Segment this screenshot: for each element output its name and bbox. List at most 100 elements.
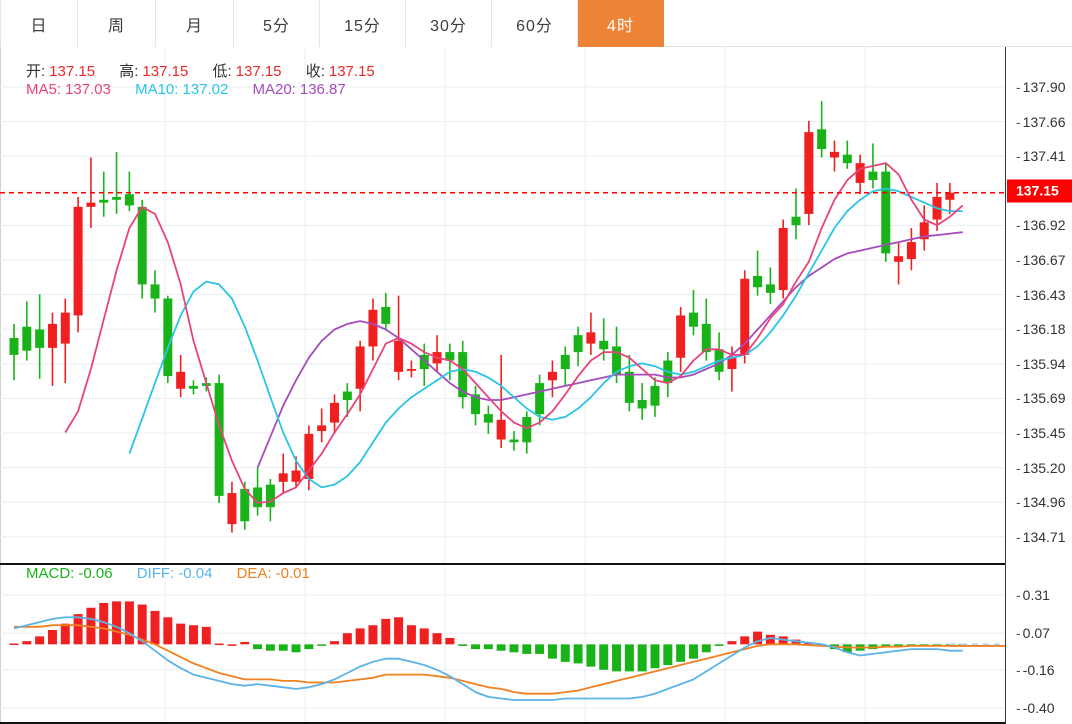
tab-月[interactable]: 月 — [156, 0, 234, 47]
candle[interactable] — [547, 360, 557, 398]
candle[interactable] — [483, 405, 493, 434]
candle[interactable] — [714, 332, 724, 381]
candle[interactable] — [586, 312, 596, 355]
candle[interactable] — [112, 151, 122, 214]
candle[interactable] — [342, 383, 352, 417]
candle[interactable] — [253, 467, 263, 516]
candle-body — [483, 414, 493, 423]
candle[interactable] — [176, 354, 186, 398]
candle[interactable] — [945, 182, 955, 214]
candle[interactable] — [419, 343, 429, 386]
candle[interactable] — [829, 140, 839, 172]
candle[interactable] — [509, 431, 519, 451]
tab-30分[interactable]: 30分 — [406, 0, 492, 47]
candle[interactable] — [163, 295, 173, 384]
macd-bar — [368, 625, 378, 645]
candle-body — [740, 278, 750, 355]
macd-bar — [150, 610, 160, 645]
candle-body — [124, 194, 134, 206]
candle[interactable] — [381, 292, 391, 330]
candle[interactable] — [855, 154, 865, 195]
candle-body — [419, 354, 429, 370]
tick-dash-icon: - — [1016, 700, 1021, 716]
candle-body — [188, 385, 198, 389]
candle[interactable] — [406, 360, 416, 378]
candle[interactable] — [894, 242, 904, 285]
candle[interactable] — [22, 301, 32, 361]
candle[interactable] — [599, 318, 609, 361]
macd-bar — [419, 628, 429, 645]
candle[interactable] — [458, 340, 468, 409]
candle[interactable] — [842, 140, 852, 169]
current-price-badge: 137.15 — [1007, 179, 1072, 203]
candle[interactable] — [330, 394, 339, 434]
candle[interactable] — [368, 298, 378, 361]
candle[interactable] — [637, 383, 647, 420]
candle[interactable] — [355, 340, 365, 412]
candle[interactable] — [496, 354, 506, 448]
candle[interactable] — [188, 380, 198, 395]
candle[interactable] — [214, 374, 224, 503]
candle[interactable] — [47, 312, 57, 386]
candle[interactable] — [317, 408, 327, 443]
candle[interactable] — [9, 323, 19, 381]
candle[interactable] — [432, 335, 442, 372]
tick-value: 136.67 — [1022, 252, 1066, 268]
period-tabbar[interactable]: 日 周 月 5分 15分 30分 60分 4时 — [0, 0, 1072, 47]
candle[interactable] — [650, 377, 660, 417]
candle[interactable] — [99, 171, 109, 217]
candle[interactable] — [60, 298, 70, 384]
price-tick-label: -137.66 — [1016, 114, 1066, 130]
diff-line — [13, 616, 963, 701]
candle[interactable] — [35, 294, 45, 379]
macd-pane[interactable] — [0, 568, 1005, 724]
macd-tick-label: -0.07 — [1016, 625, 1050, 641]
candle[interactable] — [137, 199, 147, 299]
tab-日[interactable]: 日 — [0, 0, 78, 47]
candle[interactable] — [778, 219, 788, 299]
candle[interactable] — [624, 354, 634, 412]
candle[interactable] — [278, 453, 288, 494]
tick-value: 0.07 — [1022, 625, 1050, 642]
price-tick-label: -135.94 — [1016, 356, 1066, 372]
candle[interactable] — [150, 270, 160, 313]
candle[interactable] — [688, 290, 698, 336]
candle[interactable] — [906, 228, 916, 271]
tab-60分[interactable]: 60分 — [492, 0, 578, 47]
candle-body — [253, 487, 263, 508]
candle[interactable] — [765, 267, 775, 305]
tick-value: 134.96 — [1022, 494, 1066, 511]
macd-legend: MACD: -0.06 DIFF: -0.04 DEA: -0.01 — [26, 565, 314, 582]
candle[interactable] — [740, 270, 750, 364]
candlestick-svg[interactable] — [0, 47, 1005, 563]
candle[interactable] — [791, 188, 801, 240]
candle[interactable] — [881, 163, 891, 262]
candle[interactable] — [522, 411, 532, 454]
candle[interactable] — [265, 478, 275, 522]
price-pane[interactable] — [0, 47, 1005, 563]
candle[interactable] — [676, 306, 686, 372]
candle[interactable] — [227, 481, 237, 533]
candle[interactable] — [73, 196, 83, 333]
candle[interactable] — [471, 385, 481, 426]
candle[interactable] — [560, 346, 570, 386]
macd-bar — [496, 644, 506, 651]
tab-周[interactable]: 周 — [78, 0, 156, 47]
candle[interactable] — [804, 120, 814, 226]
low-label: 低: — [212, 63, 232, 80]
macd-bar — [458, 644, 468, 646]
tab-4时[interactable]: 4时 — [578, 0, 664, 47]
macd-tick-label: - -0.16 — [1016, 662, 1055, 678]
tab-15分[interactable]: 15分 — [320, 0, 406, 47]
candle[interactable] — [573, 326, 583, 367]
candle[interactable] — [124, 171, 134, 212]
tab-5分[interactable]: 5分 — [234, 0, 320, 47]
candle[interactable] — [445, 343, 455, 381]
candle[interactable] — [663, 352, 673, 398]
close-value: 137.15 — [328, 63, 375, 80]
macd-bar — [573, 644, 583, 664]
candle[interactable] — [919, 205, 929, 251]
candle[interactable] — [817, 101, 827, 158]
candle[interactable] — [753, 250, 763, 296]
macd-svg[interactable] — [0, 568, 1005, 724]
